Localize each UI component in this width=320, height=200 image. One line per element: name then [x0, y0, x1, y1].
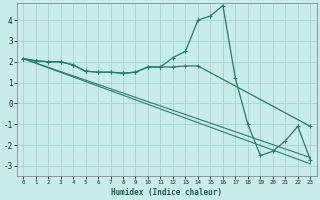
- X-axis label: Humidex (Indice chaleur): Humidex (Indice chaleur): [111, 188, 222, 197]
